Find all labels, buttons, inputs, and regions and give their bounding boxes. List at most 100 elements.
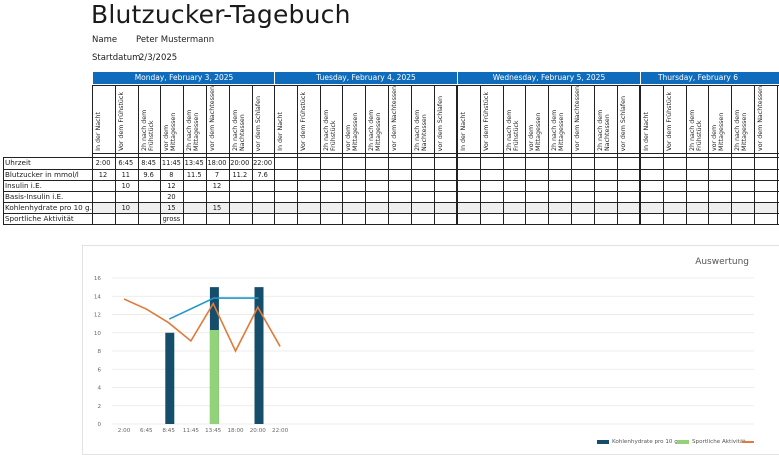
grid-line (548, 85, 549, 224)
table-cell[interactable]: 6:45 (118, 159, 134, 167)
grid-line (686, 85, 687, 224)
grid-line (115, 85, 116, 224)
column-header: vor dem Mittagessen (343, 85, 361, 153)
column-header: In der Nacht (641, 85, 659, 153)
column-header-label: vor dem Nachtessen (757, 86, 764, 151)
table-cell[interactable]: 12 (167, 182, 176, 190)
table-cell[interactable]: 13:45 (184, 159, 204, 167)
grid-line (457, 85, 458, 224)
table-cell[interactable]: 8 (169, 171, 174, 179)
table-cell[interactable]: 12 (212, 182, 222, 190)
day-header-3[interactable]: Thursday, February 6 (640, 72, 755, 84)
column-header: 2h nach dem Frühstück (139, 85, 157, 153)
name-label: Name (92, 35, 118, 45)
chart-frame[interactable] (82, 245, 779, 455)
column-header: vor dem Schlafen (435, 85, 453, 153)
table-cell[interactable]: 2:00 (95, 159, 111, 167)
legend-kohlenhydrate: Kohlenhydrate pro 10 g. (597, 439, 680, 445)
day-header-2[interactable]: Wednesday, February 5, 2025 (457, 72, 640, 84)
column-header: vor dem Mittagessen (709, 85, 727, 153)
table-cell[interactable]: gross (162, 215, 181, 223)
start-date-value[interactable]: 2/3/2025 (139, 53, 178, 63)
column-header: vor dem Nachtessen (389, 85, 407, 153)
table-cell[interactable]: 7 (214, 171, 220, 179)
table-cell[interactable]: 11:45 (161, 159, 181, 167)
grid-line (777, 85, 778, 224)
column-header-label: 2h nach dem Frühstück (505, 109, 520, 151)
name-value[interactable]: Peter Mustermann (136, 35, 215, 45)
column-header: Vor dem Frühstück (116, 85, 134, 153)
grid-line (640, 85, 641, 224)
column-header: vor dem Schlafen (253, 85, 271, 153)
column-header-label: vor dem Mittagessen (345, 112, 360, 151)
grid-line (3, 157, 4, 224)
column-header: 2h nach dem Nachtessen (230, 85, 248, 153)
day-header-1[interactable]: Tuesday, February 4, 2025 (274, 72, 457, 84)
grid-line (594, 85, 595, 224)
table-cell[interactable]: 18:00 (207, 159, 227, 167)
column-header: In der Nacht (93, 85, 111, 153)
column-header: Vor dem Frühstück (481, 85, 499, 153)
row-shade (92, 202, 779, 213)
table-cell[interactable]: 15 (212, 204, 222, 212)
table-cell[interactable]: 22:00 (253, 159, 273, 167)
column-header-label: 2h nach dem Mittagessen (734, 109, 749, 151)
column-header-label: vor dem Schlafen (254, 95, 262, 151)
table-cell[interactable]: 11 (121, 171, 130, 179)
legend-line (742, 439, 757, 445)
column-header: vor dem Mittagessen (526, 85, 544, 153)
table-cell[interactable]: 7.6 (257, 171, 268, 179)
grid-line (3, 157, 779, 158)
grid-line (3, 180, 779, 181)
column-header-label: Vor dem Frühstück (117, 92, 125, 151)
table-cell[interactable]: 20:00 (230, 159, 250, 167)
column-header-label: 2h nach dem Mittagessen (368, 109, 383, 151)
column-header-label: In der Nacht (643, 112, 650, 151)
column-header: 2h nach dem Nachtessen (412, 85, 430, 153)
grid-line (229, 85, 230, 224)
column-header-label: vor dem Schlafen (619, 95, 627, 151)
row-label: Insulin i.E. (5, 181, 42, 190)
day-header-0[interactable]: Monday, February 3, 2025 (92, 72, 275, 84)
column-header: 2h nach dem Frühstück (687, 85, 705, 153)
table-cell[interactable]: 20 (167, 193, 176, 201)
legend-swatch-green (677, 439, 689, 444)
grid-line (160, 85, 161, 224)
grid-line (639, 85, 640, 224)
grid-line (3, 224, 779, 225)
column-header-label: 2h nach dem Mittagessen (186, 109, 201, 151)
column-header: 2h nach dem Frühstück (321, 85, 339, 153)
table-cell[interactable]: 8:45 (141, 159, 156, 167)
table-cell[interactable]: 9.6 (143, 171, 154, 179)
row-label: Kohlenhydrate pro 10 g. (5, 203, 92, 212)
table-cell[interactable]: 11.2 (232, 171, 248, 179)
table-cell[interactable]: 10 (121, 204, 130, 212)
column-header-label: vor dem Nachtessen (391, 86, 398, 151)
table-cell[interactable]: 12 (98, 171, 108, 179)
column-header: 2h nach dem Frühstück (504, 85, 522, 153)
start-date-label: Startdatum (92, 53, 141, 63)
grid-line (252, 85, 253, 224)
column-header: vor dem Nachtessen (755, 85, 773, 153)
grid-line (663, 85, 664, 224)
column-header: In der Nacht (275, 85, 293, 153)
row-label: Basis-Insulin i.E. (5, 192, 64, 201)
column-header: 2h nach dem Mittagessen (184, 85, 202, 153)
chart-title: Auswertung (695, 257, 749, 267)
column-header-label: vor dem Mittagessen (711, 112, 726, 151)
grid-line (525, 85, 526, 224)
row-label: Sportliche Aktivität (5, 214, 74, 223)
grid-line (92, 153, 779, 154)
column-header-label: vor dem Schlafen (436, 95, 444, 151)
grid-line (365, 85, 366, 224)
column-header: 2h nach dem Mittagessen (366, 85, 384, 153)
column-header-label: In der Nacht (277, 112, 284, 151)
column-header: 2h nach dem Mittagessen (549, 85, 567, 153)
row-label: Blutzucker in mmol/l (5, 170, 79, 179)
column-header-label: Vor dem Frühstück (482, 92, 490, 151)
table-cell[interactable]: 11.5 (186, 171, 202, 179)
grid-line (411, 85, 412, 224)
table-cell[interactable]: 15 (167, 204, 176, 212)
grid-line (92, 85, 93, 224)
table-cell[interactable]: 10 (121, 182, 130, 190)
